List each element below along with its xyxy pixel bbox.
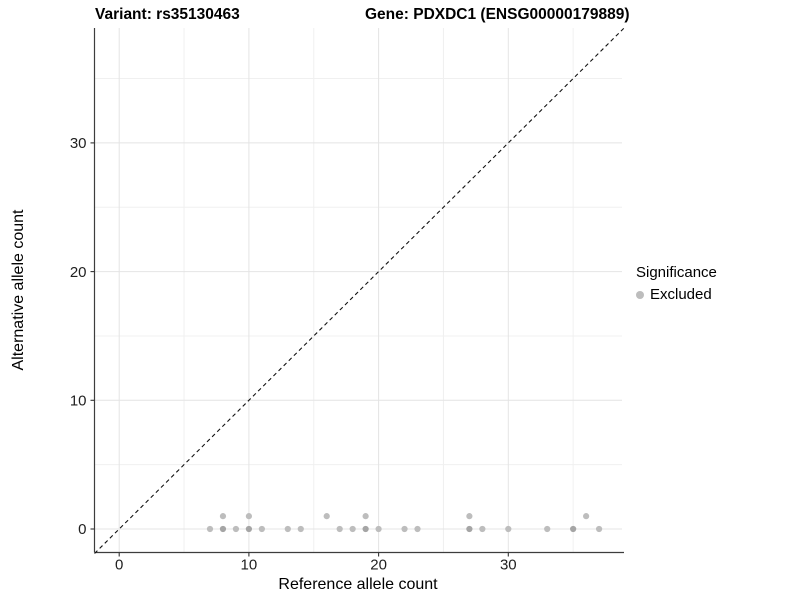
y-tick-label: 10: [70, 393, 87, 410]
data-point: [595, 525, 603, 533]
major-gridlines: [94, 28, 622, 553]
data-point: [544, 525, 551, 533]
x-tick-label: 20: [370, 556, 387, 573]
data-point: [401, 525, 408, 533]
data-point: [245, 525, 252, 533]
x-axis-title: Reference allele count: [278, 576, 438, 593]
x-tick-label: 10: [241, 556, 258, 573]
variant-title: Variant: rs35130463: [95, 6, 240, 23]
data-point: [219, 513, 227, 520]
data-point: [206, 525, 214, 533]
y-tick-label: 0: [78, 521, 86, 538]
legend: Significance Excluded: [636, 264, 717, 303]
data-point: [297, 525, 304, 533]
data-point: [362, 525, 369, 533]
data-point: [414, 525, 421, 533]
legend-item-excluded: Excluded: [636, 286, 717, 303]
axis-lines: [93, 28, 624, 554]
data-point: [219, 525, 227, 533]
identity-line: [94, 27, 625, 554]
identity-dashed-line: [94, 27, 625, 554]
data-points: [206, 513, 603, 533]
data-point: [323, 513, 330, 520]
y-axis-title: Alternative allele count: [10, 209, 27, 371]
x-tick-label: 0: [115, 556, 123, 573]
gene-title: Gene: PDXDC1 (ENSG00000179889): [365, 6, 630, 23]
data-point: [362, 513, 369, 520]
axis-ticks-and-labels: 0 10 20 30 0 10 20 30: [70, 135, 517, 573]
data-point: [466, 525, 473, 533]
data-point: [479, 525, 486, 533]
data-point: [570, 525, 577, 533]
data-point: [505, 525, 512, 533]
data-point: [349, 525, 356, 533]
data-point: [284, 525, 291, 533]
minor-gridlines: [94, 28, 622, 553]
data-point: [466, 513, 473, 520]
x-tick-label: 30: [500, 556, 517, 573]
data-point: [232, 525, 240, 533]
legend-item-label: Excluded: [650, 286, 712, 303]
excluded-dot-icon: [636, 290, 644, 299]
data-point: [258, 525, 265, 533]
y-tick-label: 20: [70, 264, 87, 281]
y-tick-label: 30: [70, 135, 87, 152]
legend-title: Significance: [636, 264, 717, 281]
data-point: [583, 513, 590, 520]
data-point: [375, 525, 382, 533]
data-point: [336, 525, 343, 533]
data-point: [245, 513, 252, 520]
